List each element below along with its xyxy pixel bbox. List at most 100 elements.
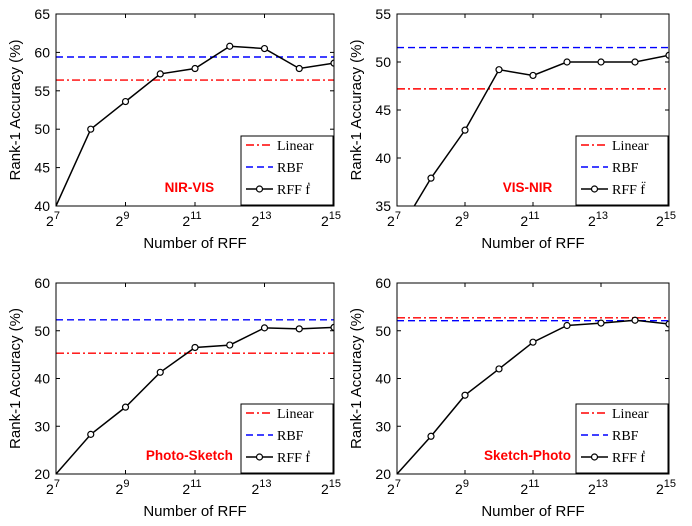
rff-point (631, 58, 639, 66)
rff-point (226, 42, 234, 50)
x-tick-label: 29 (116, 478, 130, 497)
plot-data (56, 319, 334, 474)
y-axis-label: Rank-1 Accuracy (%) (7, 40, 24, 181)
x-tick-base: 2 (251, 213, 259, 229)
rff-point (461, 126, 469, 134)
x-tick-base: 2 (588, 481, 596, 497)
y-tick-label: 50 (375, 323, 391, 339)
legend-linear-label: Linear (277, 139, 314, 154)
legend-linear-label: Linear (612, 407, 649, 422)
rff-point (330, 323, 334, 332)
legend-rff-marker (255, 185, 264, 193)
x-tick-exponent: 15 (329, 478, 341, 490)
x-tick-label: 213 (588, 210, 608, 229)
x-tick-label: 211 (182, 210, 201, 229)
x-tick-exponent: 13 (596, 210, 608, 222)
rff-point (156, 70, 164, 78)
y-tick-label: 60 (375, 275, 391, 291)
x-tick-base: 2 (116, 213, 124, 229)
x-tick-exponent: 11 (528, 210, 539, 222)
x-tick-label: 27 (46, 478, 60, 497)
rff-point (529, 338, 537, 346)
rff-point (295, 325, 303, 333)
y-tick-label: 50 (34, 323, 50, 339)
y-tick-label: 35 (375, 198, 391, 214)
x-tick-label: 29 (116, 210, 130, 229)
rff-point (87, 430, 95, 438)
axes-box (55, 13, 335, 207)
legend: Linear RBF RFF ḟ (240, 135, 334, 206)
plot-data (397, 46, 669, 206)
rff-point (260, 44, 269, 53)
x-axis-label: Number of RFF (481, 235, 584, 252)
x-tick-base: 2 (182, 213, 190, 229)
legend: Linear RBF RFF ḟ (240, 403, 334, 474)
legend-rff-label: RFF ḟ (277, 181, 310, 198)
x-tick-base: 2 (387, 213, 395, 229)
legend-rbf-label: RBF (612, 429, 639, 444)
rff-point (563, 321, 571, 330)
x-tick-exponent: 9 (463, 478, 469, 490)
x-tick-exponent: 7 (395, 210, 401, 222)
x-tick-base: 2 (182, 481, 190, 497)
rff-point (495, 66, 503, 74)
legend: Linear RBF RFF f̈ (575, 135, 669, 206)
axes-box (55, 282, 335, 475)
x-axis-label: Number of RFF (481, 503, 584, 520)
legend-rbf-label: RBF (277, 161, 304, 176)
rff-point (226, 341, 234, 349)
rff-point (260, 324, 269, 332)
x-tick-exponent: 13 (596, 478, 608, 490)
x-tick-exponent: 7 (395, 478, 401, 490)
legend-box (240, 135, 334, 206)
x-tick-exponent: 7 (54, 478, 60, 490)
y-tick-label: 40 (375, 371, 391, 387)
y-tick-label: 65 (34, 6, 50, 22)
x-tick-base: 2 (588, 213, 596, 229)
x-tick-base: 2 (46, 213, 54, 229)
x-tick-label: 27 (387, 478, 401, 497)
x-tick-base: 2 (251, 481, 259, 497)
panel-annotation: Sketch-Photo (484, 448, 571, 463)
x-tick-label: 215 (656, 478, 676, 497)
y-tick-label: 40 (375, 150, 391, 166)
legend-box (575, 403, 669, 474)
rff-point (156, 368, 164, 376)
rff-point (191, 64, 199, 73)
rff-point (427, 174, 435, 182)
rff-point (87, 125, 95, 133)
legend-linear-label: Linear (612, 139, 649, 154)
x-tick-base: 2 (455, 213, 463, 229)
x-tick-base: 2 (520, 481, 528, 497)
rff-point (191, 343, 199, 352)
plot-data (397, 316, 669, 474)
y-tick-label: 45 (375, 102, 391, 118)
rff-point (665, 320, 669, 328)
y-tick-label: 20 (34, 466, 50, 482)
y-tick-label: 30 (34, 418, 50, 434)
x-tick-label: 213 (251, 210, 271, 229)
rff-point (665, 51, 669, 59)
rff-point (427, 432, 435, 440)
x-tick-label: 211 (520, 210, 539, 229)
x-tick-exponent: 13 (259, 210, 271, 222)
panel-annotation: VIS-NIR (503, 180, 553, 195)
rff-point (495, 365, 503, 373)
x-tick-label: 29 (455, 478, 469, 497)
y-tick-label: 20 (375, 466, 391, 482)
panel-annotation: NIR-VIS (165, 180, 215, 195)
y-tick-label: 50 (375, 54, 391, 70)
x-tick-exponent: 15 (664, 210, 676, 222)
rff-point (330, 59, 334, 67)
x-tick-base: 2 (656, 213, 664, 229)
legend-box (575, 135, 669, 206)
y-tick-label: 50 (34, 121, 50, 137)
x-tick-label: 211 (520, 478, 539, 497)
x-tick-label: 215 (321, 210, 341, 229)
x-tick-exponent: 11 (190, 478, 201, 490)
x-tick-exponent: 13 (259, 478, 271, 490)
x-tick-exponent: 15 (664, 478, 676, 490)
legend: Linear RBF RFF ḟ (575, 403, 669, 474)
